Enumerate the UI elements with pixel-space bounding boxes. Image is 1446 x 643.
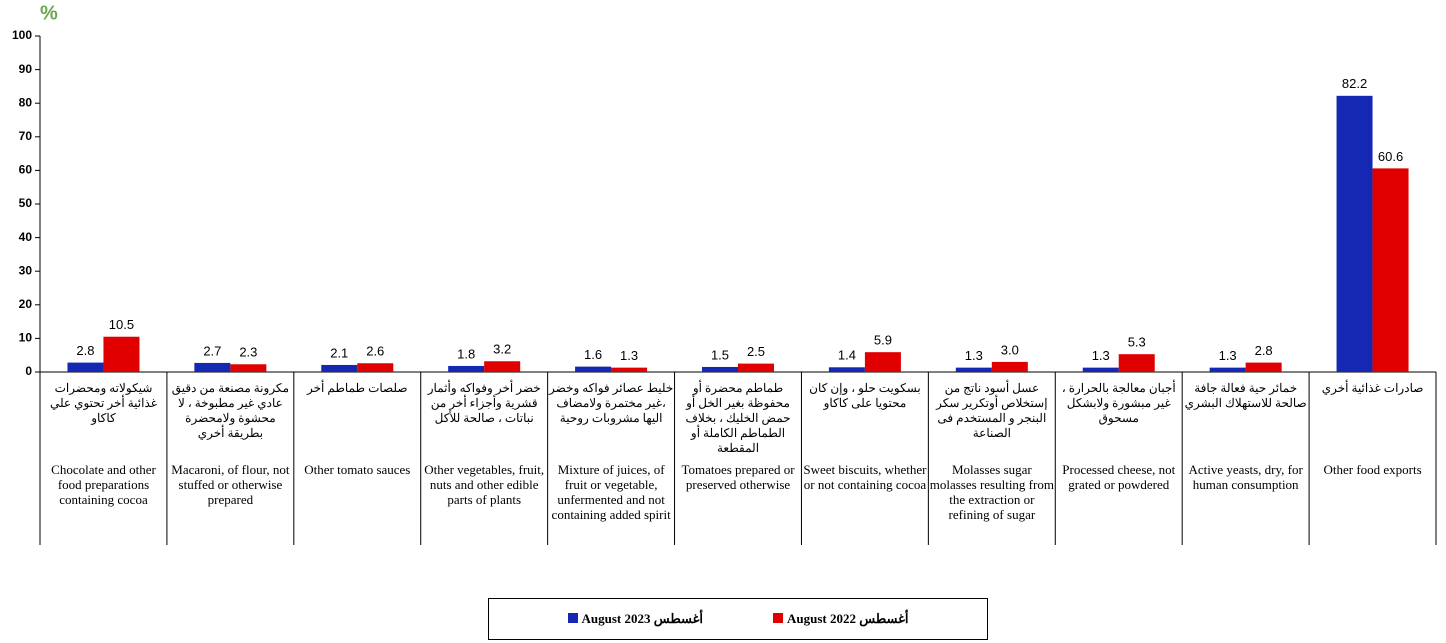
y-tick-label: 70 [19,129,33,143]
y-tick-label: 50 [19,196,33,210]
bar [611,367,648,372]
legend-swatch [567,613,578,623]
legend-swatch [773,613,783,623]
data-label: 1.3 [965,348,983,363]
category-label-ar: صلصات طماطم أخر [307,381,408,395]
category-label: Molasses sugar molasses resulting from t… [929,462,1054,522]
data-label: 1.4 [838,348,856,363]
data-label: 3.2 [493,342,511,357]
bar [575,366,612,372]
data-label: 2.8 [1255,343,1273,358]
bar [1082,367,1119,372]
data-label: 82.2 [1342,76,1367,91]
y-tick-label: 20 [19,297,33,311]
bar [448,365,485,372]
legend-label: August 2022 أغسطس [787,611,909,626]
y-tick-label: 0 [25,364,32,378]
data-label: 2.3 [239,345,257,360]
y-axis-label: % [40,2,58,24]
y-tick-label: 30 [19,263,33,277]
data-label: 2.8 [76,343,94,358]
category-label-ar: خضر أخر وفواكه وأثمار قشرية وأجزاء أخر م… [427,381,541,425]
data-label: 3.0 [1001,342,1019,357]
y-tick-label: 10 [19,331,33,345]
data-label: 1.3 [620,348,638,363]
category-label-ar: بسكويت حلو ، وإن كان محتويا على كاكاو [809,381,921,410]
category-label: Other tomato sauces [304,462,411,477]
data-label: 2.1 [330,345,348,360]
bar [1118,354,1155,372]
bar [484,361,521,372]
category-label: Active yeasts, dry, for human consumptio… [1188,462,1303,492]
category-label: Sweet biscuits, whether or not containin… [803,462,927,492]
data-label: 2.7 [203,343,221,358]
category-label: Mixture of juices, of fruit or vegetable… [551,462,671,522]
bar [702,366,738,372]
bar [357,363,394,372]
bar [103,336,140,372]
bar [194,362,231,372]
category-label-ar: خمائر حية فعالة جافة صالحة للاستهلاك الب… [1184,381,1307,410]
legend-label: August 2023 أغسطس [581,611,704,626]
bar [67,362,104,372]
legend: August 2023 أغسطس August 2022 أغسطس [488,598,988,640]
category-label: Tomatoes prepared or preserved otherwise [681,462,795,492]
category-label-ar: شيكولاته ومحضرات غذائية أخر تحتوي علي كا… [49,381,158,425]
data-label: 1.6 [584,347,602,362]
bar [828,367,865,372]
category-label: Macaroni, of flour, not stuffed or other… [171,462,290,507]
data-label: 2.6 [366,344,384,359]
data-label: 1.3 [1092,348,1110,363]
data-label: 60.6 [1378,149,1403,164]
bar [1209,367,1246,372]
y-tick-label: 90 [19,62,33,76]
bar [1336,95,1373,373]
bar [864,352,901,372]
data-label: 1.8 [457,346,475,361]
bar [738,363,774,372]
bar [321,364,358,372]
category-label-ar: طماطم محضرة أو محفوظة بغير الخل أو حمض ا… [685,381,791,455]
y-tick-label: 100 [12,28,32,42]
y-tick-label: 40 [19,230,33,244]
data-label: 2.5 [747,344,765,359]
category-label: Other food exports [1323,462,1422,477]
data-label: 5.3 [1128,335,1146,350]
category-label-ar: مكرونة مصنعة من دقيق عادي غير مطبوخة ، ل… [171,381,289,440]
category-label: Chocolate and other food preparations co… [51,462,156,507]
data-label: 10.5 [109,317,134,332]
bar [991,361,1028,372]
data-label: 5.9 [874,333,892,348]
data-label: 1.3 [1219,348,1237,363]
legend-item: August 2022 أغسطس [773,611,909,627]
bar [1372,168,1409,372]
bar [955,367,992,372]
y-tick-label: 60 [19,163,33,177]
category-label-ar: خليط عصائر فواكه وخضر ،غير مختمرة ولامضا… [549,381,674,425]
bar [1245,362,1282,372]
data-label: 1.5 [711,347,729,362]
category-label: Other vegetables, fruit, nuts and other … [424,462,545,507]
category-label-ar: عسل أسود ناتج من إستخلاص أوتكرير سكر الب… [936,381,1048,440]
category-label-ar: صادرات غذائية أخري [1321,381,1424,395]
category-label: Processed cheese, not grated or powdered [1062,462,1176,492]
category-label-ar: أجبان معالجة بالحرارة ، غير مبشورة ولابش… [1061,381,1176,425]
y-tick-label: 80 [19,95,33,109]
bar [230,364,267,372]
legend-item: August 2023 أغسطس [567,611,704,627]
